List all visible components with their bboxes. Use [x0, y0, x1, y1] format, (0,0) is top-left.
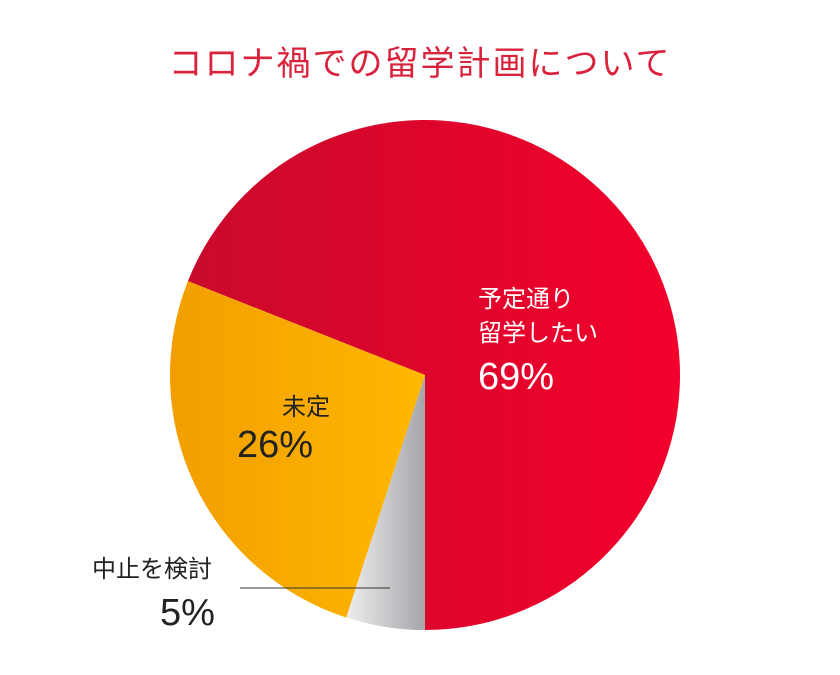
value-label: 5% — [160, 592, 215, 634]
pie-slice — [187, 120, 681, 630]
chart-title: コロナ禍での留学計画について — [168, 44, 672, 84]
slice-label: 未定 — [282, 393, 330, 421]
pie-slice — [170, 281, 425, 618]
value-label: 69% — [478, 356, 555, 398]
slice-label: 予定通り 留学したい — [478, 285, 598, 347]
slice-label: 中止を検討 — [92, 555, 212, 583]
value-label: 26% — [237, 424, 314, 466]
pie-slice — [346, 375, 425, 630]
